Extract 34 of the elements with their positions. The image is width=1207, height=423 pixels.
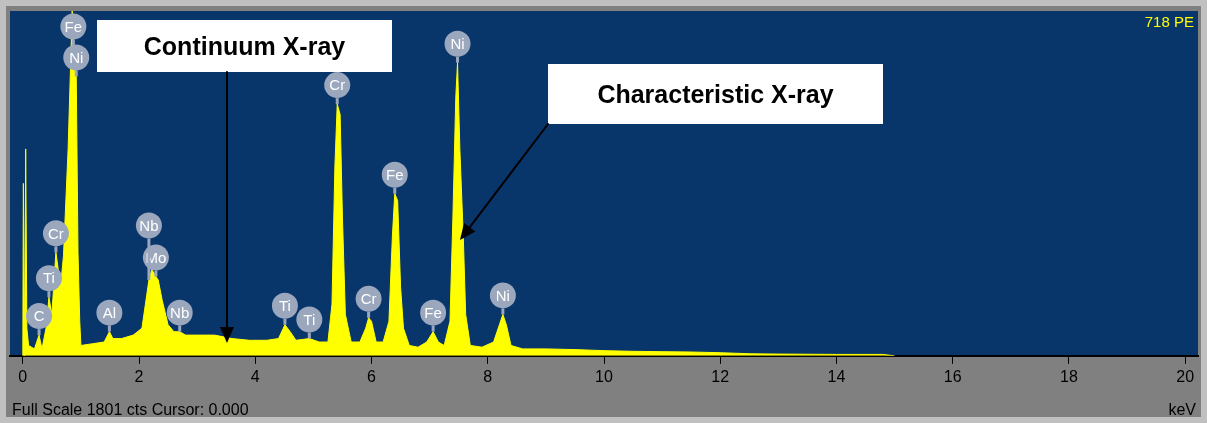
annotation: Continuum X-ray: [143, 31, 346, 61]
annotation: Characteristic X-ray: [597, 79, 834, 109]
x-tick-label: 2: [134, 367, 144, 385]
x-tick-label: 16: [943, 367, 962, 385]
annotation: Ti: [303, 310, 316, 328]
text-box: Continuum X-ray: [97, 20, 392, 72]
annotation: Ni: [450, 34, 465, 52]
x-tick-label: 14: [827, 367, 846, 385]
x-tick-label: 0: [18, 367, 28, 385]
annotation: Fe: [386, 165, 404, 183]
x-tick-label: 20: [1176, 367, 1195, 385]
text: Full Scale 1801 cts Cursor: 0.000: [12, 401, 249, 418]
annotation: Cr: [48, 224, 64, 242]
annotation: Al: [102, 303, 117, 321]
annotation: Cr: [329, 76, 346, 94]
x-axis-title: keV: [1168, 401, 1197, 418]
annotation: Nb: [139, 216, 159, 234]
annotation: Ni: [69, 48, 84, 66]
x-tick-label: 6: [367, 367, 377, 385]
x-tick-label: 12: [711, 367, 730, 385]
annotation: C: [33, 307, 45, 325]
x-tick-label: 18: [1060, 367, 1078, 385]
text-box: Characteristic X-ray: [548, 64, 883, 124]
x-tick-label: 8: [483, 367, 493, 385]
annotation: Ti: [42, 269, 55, 287]
annotation: Ti: [278, 296, 291, 314]
annotation: Cr: [360, 290, 377, 308]
annotation: Ni: [495, 286, 510, 304]
annotation: 718 PE: [1144, 12, 1194, 30]
x-tick-label: 10: [595, 367, 613, 385]
annotation: Fe: [64, 17, 83, 35]
x-tick-label: 4: [250, 367, 260, 385]
annotation: Fe: [424, 303, 442, 321]
annotation: Nb: [170, 303, 190, 321]
